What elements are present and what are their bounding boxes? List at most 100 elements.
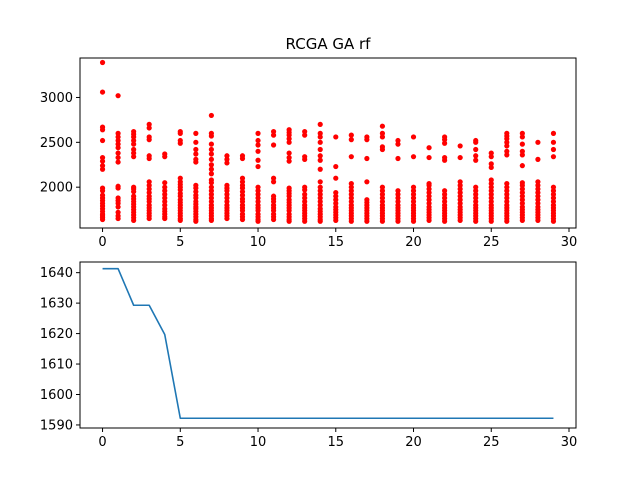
scatter-point	[519, 197, 525, 203]
scatter-point	[317, 157, 323, 163]
bottom-y-tick-label: 1640	[40, 266, 73, 281]
scatter-point	[146, 179, 152, 185]
scatter-point	[473, 188, 479, 194]
scatter-point	[550, 218, 557, 224]
scatter-point	[488, 198, 494, 205]
scatter-point	[550, 146, 557, 153]
scatter-point	[162, 215, 168, 222]
scatter-point	[208, 151, 214, 157]
scatter-point	[519, 200, 525, 206]
scatter-point	[317, 146, 323, 153]
scatter-point	[115, 204, 121, 210]
scatter-point	[239, 155, 246, 162]
scatter-point	[177, 193, 183, 199]
bottom-y-tick-label: 1620	[40, 327, 73, 342]
scatter-point	[317, 191, 323, 197]
top-scatter-panel: 0 5 10 15 20 25 30 2000 2500 3000	[40, 57, 577, 250]
scatter-point	[146, 182, 152, 188]
scatter-point	[177, 140, 183, 146]
scatter-point	[519, 217, 525, 223]
scatter-point	[317, 134, 323, 140]
bottom-x-tick-label: 20	[405, 435, 422, 450]
scatter-point	[255, 195, 261, 201]
scatter-point	[208, 141, 214, 147]
scatter-point	[473, 139, 479, 145]
scatter-point	[208, 188, 214, 194]
scatter-point	[364, 218, 370, 224]
scatter-point	[224, 191, 230, 197]
scatter-point	[239, 216, 246, 223]
scatter-point	[255, 198, 261, 205]
scatter-point	[131, 217, 137, 223]
scatter-point	[255, 184, 261, 190]
scatter-point	[162, 180, 168, 186]
scatter-point	[99, 137, 106, 144]
scatter-point	[239, 179, 246, 185]
scatter-point	[488, 177, 494, 183]
scatter-point	[131, 137, 137, 144]
scatter-point	[255, 207, 261, 214]
scatter-point	[535, 182, 541, 188]
scatter-point	[550, 184, 557, 190]
scatter-point	[193, 151, 199, 157]
scatter-point	[146, 198, 152, 205]
scatter-point	[535, 197, 541, 203]
scatter-point	[270, 207, 277, 214]
scatter-point	[255, 148, 261, 154]
best-fitness-line	[102, 267, 554, 420]
scatter-point	[504, 143, 510, 149]
scatter-point	[504, 180, 510, 187]
scatter-point	[442, 198, 448, 205]
top-y-tick-label: 3000	[40, 91, 73, 106]
scatter-point	[348, 195, 354, 201]
scatter-point	[348, 184, 354, 190]
scatter-point	[504, 198, 510, 205]
scatter-point	[131, 134, 137, 140]
scatter-point	[317, 188, 323, 194]
scatter-point	[115, 93, 121, 99]
scatter-point	[208, 217, 214, 223]
scatter-point	[504, 152, 510, 158]
scatter-point	[473, 195, 479, 201]
top-y-tick-label: 2000	[40, 181, 73, 196]
scatter-point	[379, 184, 386, 190]
scatter-point	[255, 137, 261, 144]
scatter-point	[519, 148, 525, 154]
scatter-point	[550, 188, 557, 194]
scatter-point	[504, 218, 510, 224]
scatter-point	[410, 191, 417, 197]
bottom-x-tick-label: 15	[328, 435, 345, 450]
scatter-point	[488, 180, 494, 187]
scatter-point	[457, 154, 463, 161]
scatter-point	[457, 179, 463, 185]
scatter-point	[99, 154, 106, 161]
scatter-point	[550, 139, 557, 145]
scatter-point	[457, 200, 463, 206]
scatter-point	[115, 150, 121, 156]
scatter-point	[364, 179, 370, 185]
scatter-point	[333, 193, 339, 199]
scatter-point	[286, 218, 292, 224]
scatter-point	[550, 154, 557, 160]
scatter-point	[208, 195, 214, 201]
scatter-point	[410, 134, 417, 140]
scatter-point	[146, 155, 152, 162]
scatter-point	[224, 215, 230, 222]
scatter-point	[535, 200, 541, 206]
scatter-point	[519, 182, 525, 188]
scatter-point	[395, 188, 401, 194]
scatter-point	[348, 191, 354, 197]
scatter-point	[457, 217, 463, 223]
scatter-point	[410, 184, 417, 190]
scatter-point	[270, 179, 277, 185]
scatter-point	[317, 218, 323, 224]
scatter-point	[535, 217, 541, 223]
scatter-point	[519, 141, 525, 147]
scatter-point	[442, 137, 448, 143]
scatter-point	[99, 216, 106, 223]
top-scatter-points	[99, 59, 557, 224]
bottom-x-tick-label: 10	[250, 435, 267, 450]
scatter-point	[193, 185, 199, 191]
scatter-point	[410, 154, 417, 160]
scatter-point	[426, 200, 432, 206]
